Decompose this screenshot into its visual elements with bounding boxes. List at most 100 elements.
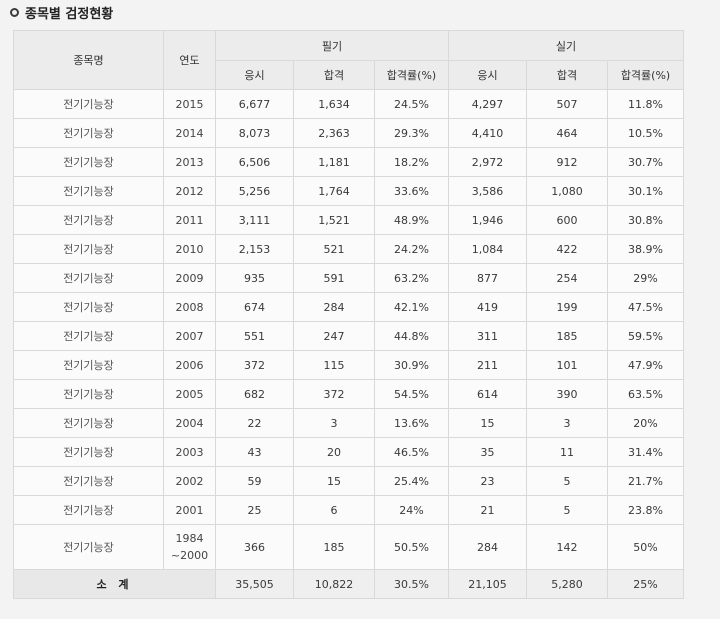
- cell-practical-applicants: 419: [448, 292, 528, 322]
- cell-practical-passed: 1,080: [526, 176, 609, 206]
- cell-written-applicants: 674: [215, 292, 294, 322]
- cell-item-name: 전기기능장: [13, 350, 164, 380]
- cell-item-name: 전기기능장: [13, 176, 164, 206]
- cell-written-passed: 15: [293, 466, 375, 496]
- cell-practical-pass-rate: 10.5%: [607, 118, 685, 148]
- cell-written-applicants: 366: [215, 524, 294, 570]
- cell-written-applicants: 2,153: [215, 234, 294, 264]
- table-row: 전기기능장 2011 3,111 1,521 48.9% 1,946 600 3…: [13, 205, 685, 235]
- total-practical-applicants: 21,105: [448, 569, 528, 599]
- cell-written-passed: 185: [293, 524, 375, 570]
- cell-written-passed: 1,521: [293, 205, 375, 235]
- cell-written-applicants: 682: [215, 379, 294, 409]
- cell-practical-pass-rate: 31.4%: [607, 437, 685, 467]
- cell-item-name: 전기기능장: [13, 292, 164, 322]
- cell-practical-applicants: 284: [448, 524, 528, 570]
- cell-practical-pass-rate: 21.7%: [607, 466, 685, 496]
- total-row: 소 계 35,505 10,822 30.5% 21,105 5,280 25%: [13, 569, 685, 599]
- cell-written-pass-rate: 33.6%: [373, 176, 450, 206]
- cell-written-passed: 372: [293, 379, 375, 409]
- header-practical-applicants: 응시: [448, 60, 528, 90]
- cell-year: 2006: [163, 350, 216, 380]
- header-year: 연도: [163, 30, 216, 90]
- cell-item-name: 전기기능장: [13, 263, 164, 293]
- cell-year: 2013: [163, 147, 216, 177]
- cell-practical-passed: 142: [526, 524, 609, 570]
- cell-practical-pass-rate: 23.8%: [607, 495, 685, 525]
- cell-written-passed: 20: [293, 437, 375, 467]
- cell-practical-applicants: 614: [448, 379, 528, 409]
- cell-practical-passed: 5: [526, 495, 609, 525]
- cell-item-name: 전기기능장: [13, 118, 164, 148]
- table-row: 전기기능장 2010 2,153 521 24.2% 1,084 422 38.…: [13, 234, 685, 264]
- cell-written-pass-rate: 24%: [373, 495, 450, 525]
- table-row: 전기기능장 2015 6,677 1,634 24.5% 4,297 507 1…: [13, 89, 685, 119]
- cell-written-passed: 247: [293, 321, 375, 351]
- cell-practical-applicants: 2,972: [448, 147, 528, 177]
- table-row: 전기기능장 2008 674 284 42.1% 419 199 47.5%: [13, 292, 685, 322]
- cell-item-name: 전기기능장: [13, 321, 164, 351]
- cell-written-applicants: 6,677: [215, 89, 294, 119]
- cell-item-name: 전기기능장: [13, 408, 164, 438]
- table-row: 전기기능장 1984 ~2000 366 185 50.5% 284 142 5…: [13, 524, 685, 570]
- cell-practical-pass-rate: 30.8%: [607, 205, 685, 235]
- cell-practical-applicants: 3,586: [448, 176, 528, 206]
- table-row: 전기기능장 2012 5,256 1,764 33.6% 3,586 1,080…: [13, 176, 685, 206]
- header-practical-passed: 합격: [526, 60, 609, 90]
- cell-written-pass-rate: 44.8%: [373, 321, 450, 351]
- cell-written-passed: 115: [293, 350, 375, 380]
- header-practical-pass-rate: 합격률(%): [607, 60, 685, 90]
- cell-practical-pass-rate: 30.7%: [607, 147, 685, 177]
- cell-item-name: 전기기능장: [13, 234, 164, 264]
- cell-year: 2009: [163, 263, 216, 293]
- cell-practical-applicants: 23: [448, 466, 528, 496]
- cell-written-passed: 591: [293, 263, 375, 293]
- cell-written-pass-rate: 30.9%: [373, 350, 450, 380]
- header-written-applicants: 응시: [215, 60, 294, 90]
- table-row: 전기기능장 2004 22 3 13.6% 15 3 20%: [13, 408, 685, 438]
- exam-stats-table: 종목명 연도 필기 실기 응시 합격 합격률(%) 응시 합격 합격률(%) 전…: [13, 30, 685, 599]
- cell-written-applicants: 43: [215, 437, 294, 467]
- total-written-pass-rate: 30.5%: [373, 569, 450, 599]
- total-written-applicants: 35,505: [215, 569, 294, 599]
- section-header: 종목별 검정현황: [10, 0, 113, 24]
- table-row: 전기기능장 2002 59 15 25.4% 23 5 21.7%: [13, 466, 685, 496]
- cell-year: 2007: [163, 321, 216, 351]
- cell-written-pass-rate: 54.5%: [373, 379, 450, 409]
- cell-practical-passed: 254: [526, 263, 609, 293]
- header-practical: 실기: [448, 30, 685, 61]
- cell-year: 2003: [163, 437, 216, 467]
- cell-practical-pass-rate: 38.9%: [607, 234, 685, 264]
- table-row: 전기기능장 2009 935 591 63.2% 877 254 29%: [13, 263, 685, 293]
- cell-written-passed: 521: [293, 234, 375, 264]
- cell-practical-pass-rate: 30.1%: [607, 176, 685, 206]
- cell-item-name: 전기기능장: [13, 466, 164, 496]
- cell-written-passed: 6: [293, 495, 375, 525]
- cell-written-passed: 1,634: [293, 89, 375, 119]
- cell-year: 2012: [163, 176, 216, 206]
- table-row: 전기기능장 2006 372 115 30.9% 211 101 47.9%: [13, 350, 685, 380]
- cell-practical-passed: 390: [526, 379, 609, 409]
- cell-practical-passed: 5: [526, 466, 609, 496]
- cell-practical-passed: 185: [526, 321, 609, 351]
- table-row: 전기기능장 2001 25 6 24% 21 5 23.8%: [13, 495, 685, 525]
- cell-year: 2011: [163, 205, 216, 235]
- cell-written-passed: 1,764: [293, 176, 375, 206]
- cell-written-applicants: 372: [215, 350, 294, 380]
- cell-written-applicants: 22: [215, 408, 294, 438]
- header-item-name: 종목명: [13, 30, 164, 90]
- cell-year: 2004: [163, 408, 216, 438]
- cell-written-applicants: 3,111: [215, 205, 294, 235]
- bullet-circle-icon: [10, 7, 19, 17]
- cell-item-name: 전기기능장: [13, 524, 164, 570]
- table-row: 전기기능장 2005 682 372 54.5% 614 390 63.5%: [13, 379, 685, 409]
- cell-practical-passed: 11: [526, 437, 609, 467]
- cell-practical-passed: 912: [526, 147, 609, 177]
- cell-year: 2005: [163, 379, 216, 409]
- cell-practical-applicants: 35: [448, 437, 528, 467]
- cell-practical-applicants: 1,084: [448, 234, 528, 264]
- cell-practical-passed: 199: [526, 292, 609, 322]
- cell-written-pass-rate: 25.4%: [373, 466, 450, 496]
- cell-written-applicants: 551: [215, 321, 294, 351]
- cell-practical-pass-rate: 63.5%: [607, 379, 685, 409]
